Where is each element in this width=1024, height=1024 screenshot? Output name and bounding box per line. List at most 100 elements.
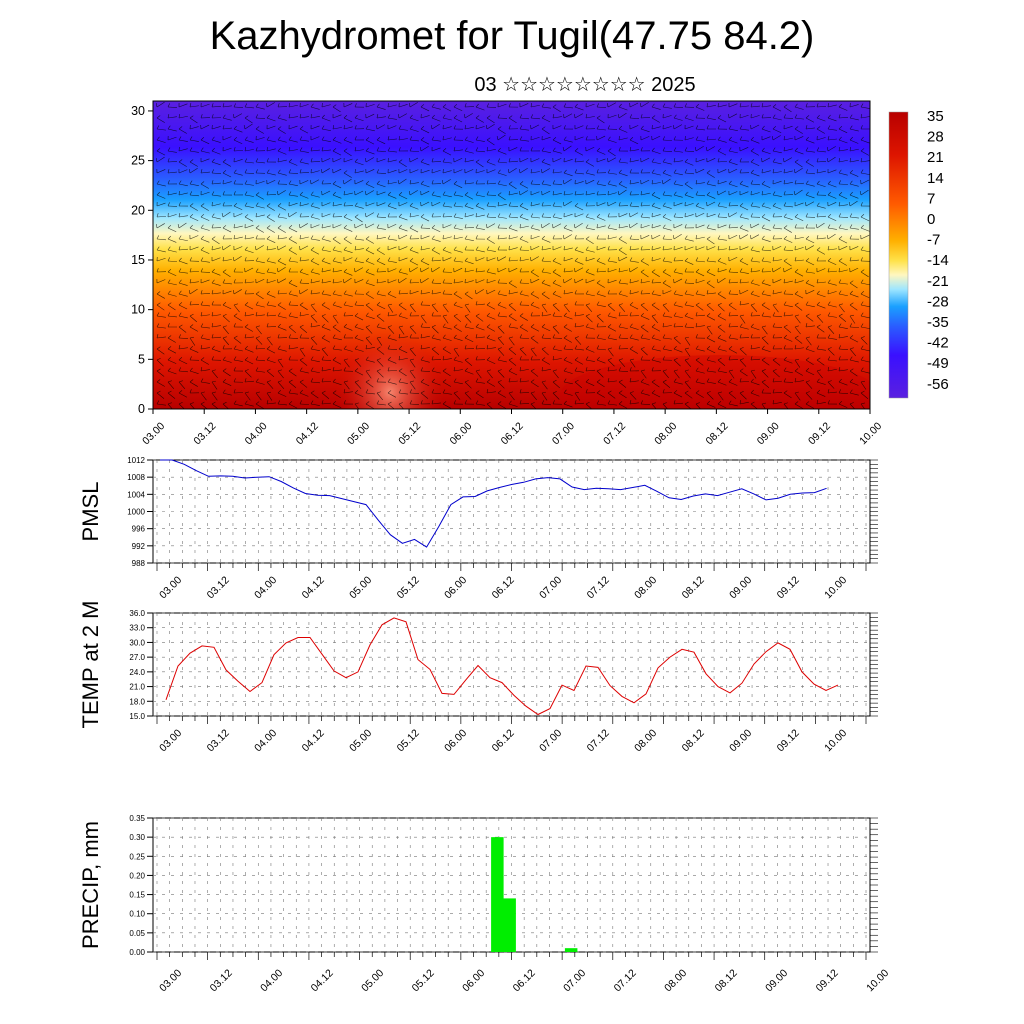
wind-barb-flag: [519, 290, 523, 295]
wind-barb-flag: [717, 213, 720, 218]
wind-barb: [178, 282, 188, 286]
wind-barb: [376, 202, 386, 207]
wind-barb-flag: [629, 391, 634, 394]
wind-barb-flag: [233, 136, 238, 141]
wind-barb: [816, 128, 825, 134]
wind-barb-flag: [332, 334, 336, 339]
wind-barb-flag: [156, 136, 160, 141]
wind-barb-flag: [816, 158, 819, 163]
wind-barb: [607, 183, 617, 187]
wind-barb-flag: [453, 391, 458, 394]
wind-barb: [816, 392, 826, 397]
wind-barb-flag: [211, 268, 215, 273]
wind-barb-flag: [189, 147, 193, 152]
wind-barb: [728, 113, 738, 119]
wind-barb-flag: [376, 279, 379, 284]
wind-barb-flag: [475, 400, 479, 405]
wind-barb: [618, 403, 628, 409]
wind-barb-flag: [277, 323, 281, 328]
wind-barb-flag: [673, 169, 677, 174]
wind-barb: [596, 117, 605, 124]
wind-barb: [783, 314, 793, 317]
wind-barb-flag: [530, 335, 535, 339]
wind-barb: [156, 223, 165, 229]
wind-barb-flag: [607, 347, 612, 350]
wind-barb-flag: [596, 268, 599, 273]
wind-barb-flag: [277, 369, 282, 372]
wind-barb: [167, 238, 177, 243]
wind-barb: [332, 315, 339, 324]
wind-barb-flag: [717, 345, 721, 350]
wind-barb: [475, 289, 484, 295]
wind-barb: [695, 271, 705, 277]
wind-barb-flag: [200, 301, 204, 306]
wind-barb-flag: [816, 235, 819, 240]
wind-barb-flag: [310, 213, 314, 218]
precip-bar: [503, 898, 516, 952]
wind-barb-flag: [222, 389, 226, 394]
wind-barb-flag: [684, 169, 688, 174]
wind-barb-flag: [552, 235, 555, 240]
wind-barb-flag: [398, 213, 402, 218]
wind-barb: [860, 172, 870, 175]
wind-barb-flag: [761, 325, 766, 328]
wind-barb: [156, 304, 165, 311]
wind-barb: [387, 381, 397, 385]
y-tick-label: 996: [132, 525, 146, 534]
wind-barb-flag: [618, 202, 621, 207]
wind-barb: [420, 106, 430, 112]
wind-barb-flag: [695, 390, 700, 394]
wind-barb: [794, 403, 803, 409]
wind-barb-flag: [332, 257, 336, 262]
wind-barb-flag: [519, 224, 521, 229]
wind-barb: [222, 359, 232, 363]
wind-barb-flag: [552, 379, 557, 383]
wind-barb-flag: [827, 191, 832, 196]
wind-barb: [156, 139, 166, 143]
wind-barb: [442, 170, 452, 174]
wind-barb: [497, 204, 507, 207]
wind-barb: [728, 392, 737, 399]
wind-barb: [750, 105, 760, 108]
wind-barb-flag: [420, 258, 425, 262]
wind-barb-flag: [266, 312, 269, 317]
wind-barb: [442, 403, 452, 409]
wind-barb: [167, 136, 177, 141]
wind-barb: [156, 381, 165, 387]
wind-barb: [673, 124, 683, 130]
wind-barb-flag: [728, 268, 731, 273]
wind-barb-flag: [222, 159, 227, 163]
wind-barb: [794, 247, 804, 251]
wind-barb-flag: [321, 136, 325, 141]
wind-barb-flag: [189, 103, 192, 108]
wind-barb: [596, 183, 606, 186]
wind-barb: [574, 267, 584, 273]
wind-barb: [420, 190, 430, 196]
wind-barb-flag: [772, 400, 775, 405]
colorbar-label: 35: [927, 108, 944, 125]
wind-barb: [475, 170, 485, 174]
wind-barb-flag: [838, 313, 843, 317]
wind-barb-flag: [200, 235, 204, 240]
wind-barb-flag: [321, 257, 325, 262]
wind-barb: [695, 168, 705, 174]
wind-barb: [695, 246, 705, 251]
wind-barb-flag: [783, 345, 786, 350]
wind-barb: [838, 116, 848, 119]
wind-barb: [365, 293, 374, 299]
wind-barb-flag: [552, 345, 556, 350]
wind-barb: [354, 304, 364, 307]
wind-barb: [552, 348, 562, 352]
wind-barb: [816, 170, 826, 174]
wind-barb: [772, 380, 782, 383]
wind-barb: [156, 156, 165, 163]
colorbar-label: -42: [927, 335, 949, 352]
wind-barb-flag: [794, 401, 799, 405]
wind-barb-flag: [321, 246, 325, 251]
wind-barb-flag: [750, 268, 753, 273]
wind-barb: [530, 381, 539, 388]
wind-barb: [717, 359, 726, 366]
wind-barb: [332, 106, 341, 113]
wind-barb-flag: [343, 334, 346, 339]
wind-barb: [816, 249, 825, 255]
